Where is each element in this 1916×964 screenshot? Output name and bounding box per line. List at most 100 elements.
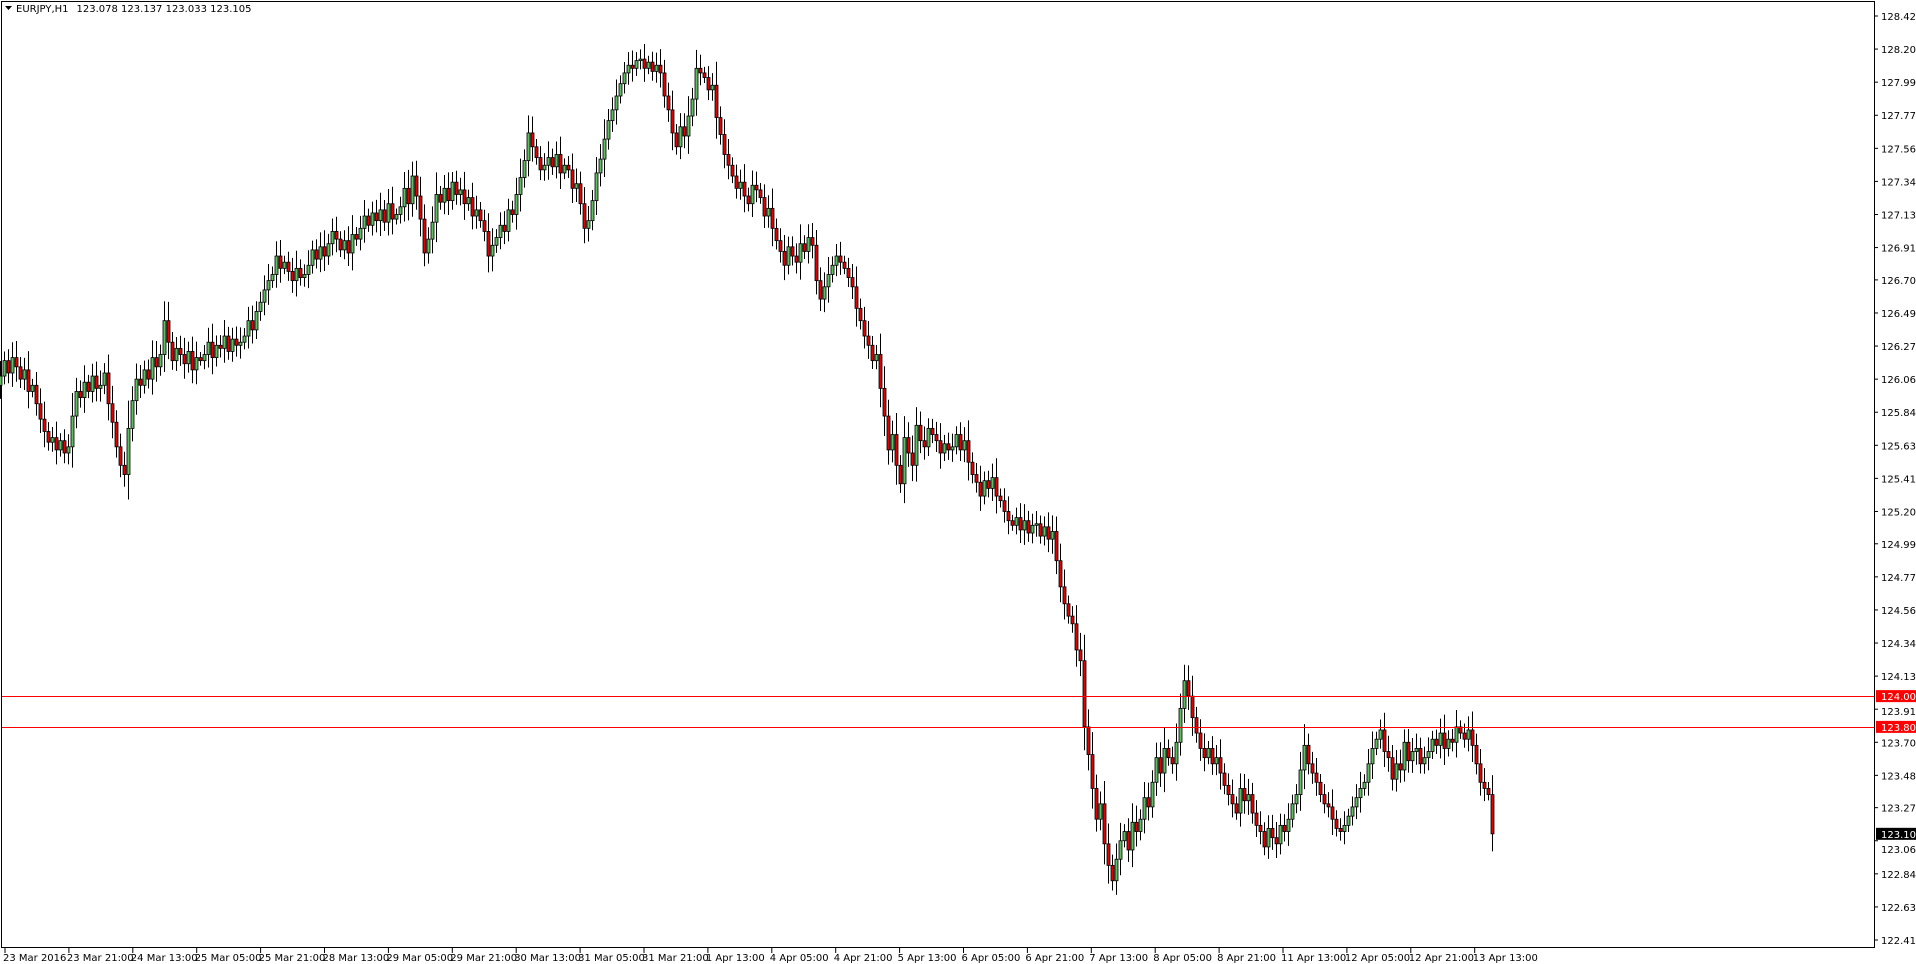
candle-body	[1226, 784, 1231, 795]
candle	[670, 90, 675, 151]
candle-body	[546, 157, 551, 166]
candle-body	[1158, 757, 1163, 774]
candle	[498, 212, 503, 250]
candle	[138, 364, 143, 399]
candle-body	[1326, 803, 1331, 808]
candle	[1062, 569, 1067, 620]
triangle-down-icon[interactable]	[5, 6, 12, 10]
candle-body	[18, 366, 23, 380]
candle-body	[1090, 754, 1095, 789]
candle	[1474, 733, 1479, 775]
candle-body	[1310, 763, 1315, 774]
candle	[1486, 781, 1491, 801]
candle-body	[862, 320, 867, 337]
candle-body	[766, 207, 771, 217]
price-tick-label: 127.130	[1881, 210, 1916, 221]
candle	[834, 244, 839, 277]
candle-body	[1114, 858, 1119, 882]
candle-body	[1134, 821, 1139, 832]
level-price-badge	[1876, 720, 1916, 733]
candle	[118, 433, 123, 478]
price-tick-label: 123.275	[1881, 804, 1916, 815]
candle-body	[318, 246, 323, 260]
price-tick-label: 127.560	[1881, 144, 1916, 155]
candle	[1286, 803, 1291, 846]
candle	[954, 426, 959, 455]
candle-body	[966, 440, 971, 463]
candle-body	[1046, 526, 1051, 540]
candle-body	[982, 480, 987, 497]
candle-body	[874, 354, 879, 362]
candle	[886, 399, 891, 465]
price-tick-label: 123.485	[1881, 771, 1916, 782]
candle	[770, 188, 775, 247]
candle-body	[1474, 744, 1479, 765]
candle-body	[1054, 531, 1059, 562]
candle-body	[742, 181, 747, 197]
candle-body	[898, 464, 903, 485]
candle-body	[694, 67, 699, 100]
candle	[1382, 712, 1387, 768]
candle	[854, 266, 859, 327]
candle-body	[1438, 732, 1443, 746]
candle-body	[1034, 523, 1039, 526]
candle-body	[1138, 818, 1143, 832]
candle-body	[782, 251, 787, 266]
candle-body	[338, 238, 343, 251]
candle	[326, 233, 331, 265]
candle-body	[1202, 748, 1207, 759]
candle-body	[882, 387, 887, 417]
candle-body	[730, 164, 735, 177]
price-tick-label: 126.060	[1881, 375, 1916, 386]
candle	[1154, 742, 1159, 796]
candle	[650, 51, 655, 81]
candle-body	[1442, 732, 1447, 749]
price-tick-label: 124.990	[1881, 540, 1916, 551]
candle-body	[50, 437, 55, 443]
candle-body	[1070, 615, 1075, 625]
time-tick-label: 4 Apr 21:00	[834, 953, 893, 964]
candle-body	[758, 189, 763, 198]
candle	[1002, 488, 1007, 523]
candle	[446, 172, 451, 216]
candle-body	[886, 415, 891, 451]
candle	[210, 323, 215, 375]
candle-body	[1018, 517, 1023, 531]
candle-body	[410, 175, 415, 205]
candle-body	[362, 215, 367, 229]
candle	[942, 434, 947, 462]
candle	[790, 236, 795, 266]
price-axis[interactable]: 128.420 128.205 127.990 127.775 127.560 127.3…	[1874, 12, 1916, 947]
candle-body	[1362, 781, 1367, 789]
candle-body	[1262, 831, 1267, 848]
candle-body	[1286, 818, 1291, 832]
candle-body	[470, 197, 475, 217]
candle	[614, 79, 619, 125]
candle-body	[442, 187, 447, 203]
candle	[338, 231, 343, 257]
candle-body	[1182, 680, 1187, 709]
candle	[730, 157, 735, 184]
candle	[810, 222, 815, 259]
candle-body	[390, 203, 395, 220]
candle-body	[818, 280, 823, 300]
candle-body	[1346, 815, 1351, 826]
candle-body	[1238, 788, 1243, 814]
candle-body	[1378, 729, 1383, 740]
candle-body	[562, 164, 567, 174]
time-tick-label: 7 Apr 13:00	[1089, 953, 1148, 964]
candle-body	[6, 360, 11, 374]
candle	[426, 227, 431, 264]
candle	[1298, 751, 1303, 811]
candle	[658, 49, 663, 88]
candle-body	[806, 237, 811, 252]
candle	[750, 170, 755, 218]
candle-body	[1434, 738, 1439, 746]
candle-body	[314, 249, 319, 260]
candle	[1198, 719, 1203, 761]
candle-body	[974, 474, 979, 483]
candle	[1310, 751, 1315, 784]
price-tick-label: 125.200	[1881, 507, 1916, 518]
